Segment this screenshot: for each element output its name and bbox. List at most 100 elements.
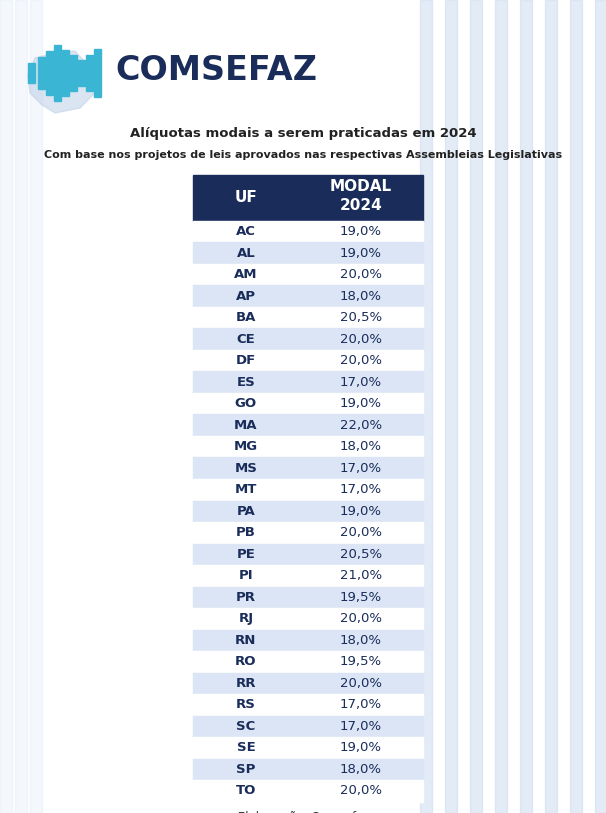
Text: 20,5%: 20,5%: [340, 311, 382, 324]
Text: 17,0%: 17,0%: [340, 462, 382, 475]
Text: 21,0%: 21,0%: [340, 569, 382, 582]
Text: 18,0%: 18,0%: [340, 634, 382, 647]
Text: 18,0%: 18,0%: [340, 289, 382, 302]
Bar: [28, 63, 35, 83]
Text: 20,0%: 20,0%: [340, 676, 382, 689]
Bar: [193, 672, 423, 694]
Text: UF: UF: [235, 190, 258, 206]
Text: Com base nos projetos de leis aprovados nas respectivas Assembleias Legislativas: Com base nos projetos de leis aprovados …: [44, 150, 562, 160]
Text: PB: PB: [236, 526, 256, 539]
Bar: [193, 242, 423, 264]
Bar: [193, 307, 423, 328]
Text: SE: SE: [236, 741, 255, 754]
Text: COMSEFAZ: COMSEFAZ: [115, 54, 317, 88]
Text: PE: PE: [236, 548, 255, 561]
Text: Elaboração: Comsefaz: Elaboração: Comsefaz: [238, 811, 368, 813]
Text: PI: PI: [239, 569, 253, 582]
Text: RJ: RJ: [238, 612, 253, 625]
Text: AC: AC: [236, 225, 256, 238]
Text: 18,0%: 18,0%: [340, 763, 382, 776]
Text: DF: DF: [236, 354, 256, 367]
Text: 19,0%: 19,0%: [340, 398, 382, 411]
Bar: [193, 393, 423, 415]
Bar: [38, 57, 45, 89]
Bar: [445, 0, 457, 813]
Bar: [193, 458, 423, 479]
Bar: [30, 0, 42, 813]
Bar: [193, 737, 423, 759]
Bar: [193, 544, 423, 565]
Text: ES: ES: [236, 376, 255, 389]
Text: CE: CE: [236, 333, 255, 346]
Bar: [86, 55, 93, 91]
Bar: [193, 264, 423, 285]
Bar: [70, 55, 77, 91]
Text: 17,0%: 17,0%: [340, 720, 382, 733]
Text: SP: SP: [236, 763, 256, 776]
Text: SC: SC: [236, 720, 256, 733]
Text: PA: PA: [236, 505, 255, 518]
Text: TO: TO: [236, 785, 256, 798]
Text: GO: GO: [235, 398, 257, 411]
Bar: [0, 0, 12, 813]
Bar: [193, 715, 423, 737]
Bar: [545, 0, 557, 813]
Text: AM: AM: [234, 268, 258, 281]
Bar: [193, 651, 423, 672]
Text: 20,5%: 20,5%: [340, 548, 382, 561]
Bar: [193, 436, 423, 458]
Text: 22,0%: 22,0%: [340, 419, 382, 432]
Text: MT: MT: [235, 483, 257, 496]
Text: RO: RO: [235, 655, 257, 668]
Bar: [193, 522, 423, 544]
Bar: [193, 350, 423, 372]
Text: 19,5%: 19,5%: [340, 655, 382, 668]
Text: 19,0%: 19,0%: [340, 225, 382, 238]
Bar: [193, 285, 423, 307]
Text: 20,0%: 20,0%: [340, 268, 382, 281]
Bar: [193, 175, 423, 221]
Text: AL: AL: [236, 247, 255, 259]
Text: RS: RS: [236, 698, 256, 711]
Bar: [420, 0, 432, 813]
Text: PR: PR: [236, 591, 256, 604]
Text: 19,0%: 19,0%: [340, 505, 382, 518]
Text: MODAL
2024: MODAL 2024: [330, 179, 392, 213]
Text: 20,0%: 20,0%: [340, 526, 382, 539]
Text: 17,0%: 17,0%: [340, 698, 382, 711]
Bar: [62, 50, 69, 96]
Bar: [595, 0, 606, 813]
Text: 17,0%: 17,0%: [340, 483, 382, 496]
Bar: [520, 0, 532, 813]
Bar: [15, 0, 27, 813]
Text: BA: BA: [236, 311, 256, 324]
Text: 19,0%: 19,0%: [340, 247, 382, 259]
Bar: [495, 0, 507, 813]
Text: 20,0%: 20,0%: [340, 333, 382, 346]
Bar: [570, 0, 582, 813]
Text: 18,0%: 18,0%: [340, 441, 382, 454]
Text: AP: AP: [236, 289, 256, 302]
Text: 19,5%: 19,5%: [340, 591, 382, 604]
Text: MS: MS: [235, 462, 258, 475]
Text: 20,0%: 20,0%: [340, 785, 382, 798]
Text: RR: RR: [236, 676, 256, 689]
Text: 20,0%: 20,0%: [340, 612, 382, 625]
Bar: [193, 629, 423, 651]
Bar: [78, 60, 85, 86]
Bar: [193, 501, 423, 522]
Bar: [193, 694, 423, 715]
Bar: [54, 45, 61, 101]
Bar: [193, 608, 423, 629]
Bar: [193, 415, 423, 436]
Bar: [193, 780, 423, 802]
Bar: [46, 51, 53, 95]
Bar: [193, 479, 423, 501]
Text: MA: MA: [234, 419, 258, 432]
Text: 17,0%: 17,0%: [340, 376, 382, 389]
Bar: [193, 565, 423, 586]
Bar: [470, 0, 482, 813]
Bar: [94, 49, 101, 97]
Text: RN: RN: [235, 634, 256, 647]
Bar: [193, 328, 423, 350]
